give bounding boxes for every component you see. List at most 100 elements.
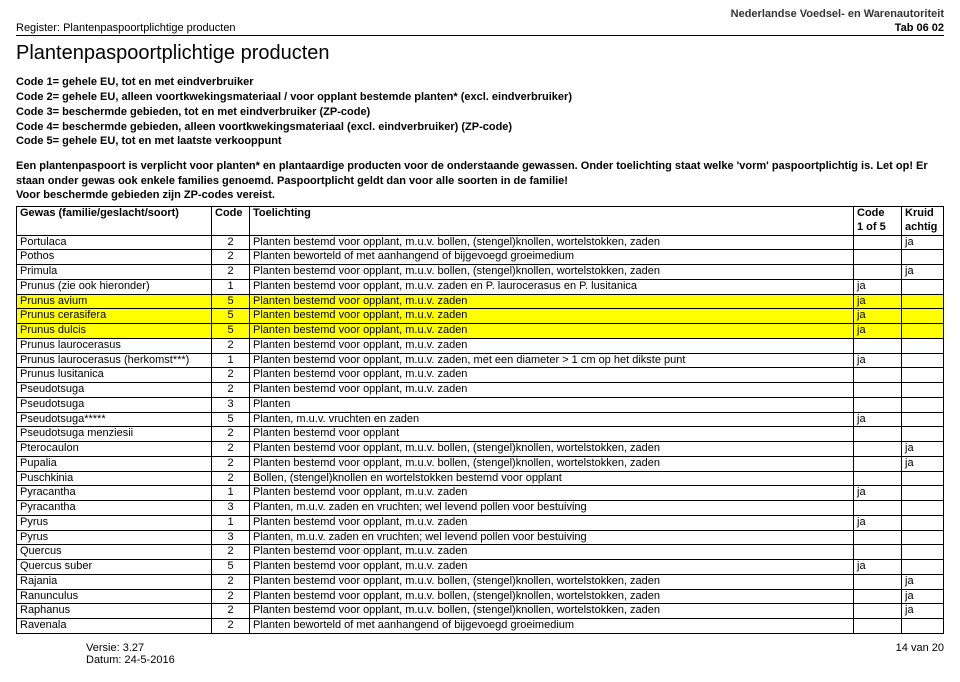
- code-line: Code 2= gehele EU, alleen voortkwekingsm…: [16, 90, 944, 105]
- cell-code: 2: [212, 589, 250, 604]
- page-number: 14 van 20: [896, 642, 944, 666]
- code-line: Code 5= gehele EU, tot en met laatste ve…: [16, 134, 944, 149]
- cell-toelichting: Planten bestemd voor opplant, m.u.v. zad…: [250, 545, 854, 560]
- cell-kruid: [902, 471, 944, 486]
- col-gewas: Gewas (familie/geslacht/soort): [17, 207, 212, 236]
- cell-kruid: [902, 294, 944, 309]
- cell-gewas: Pothos: [17, 250, 212, 265]
- cell-kruid: ja: [902, 265, 944, 280]
- table-row: Puschkinia2Bollen, (stengel)knollen en w…: [17, 471, 944, 486]
- table-row: Portulaca2Planten bestemd voor opplant, …: [17, 235, 944, 250]
- cell-code: 5: [212, 560, 250, 575]
- cell-toelichting: Planten bestemd voor opplant, m.u.v. bol…: [250, 574, 854, 589]
- cell-code: 2: [212, 427, 250, 442]
- version-label: Versie:: [86, 642, 120, 654]
- cell-code: 3: [212, 397, 250, 412]
- cell-code1of5: [854, 250, 902, 265]
- cell-kruid: ja: [902, 235, 944, 250]
- cell-gewas: Prunus cerasifera: [17, 309, 212, 324]
- cell-kruid: [902, 368, 944, 383]
- cell-gewas: Portulaca: [17, 235, 212, 250]
- table-row: Pseudotsuga3Planten: [17, 397, 944, 412]
- register-label: Register:: [16, 22, 60, 34]
- code-legend: Code 1= gehele EU, tot en met eindverbru…: [16, 75, 944, 149]
- cell-code1of5: ja: [854, 279, 902, 294]
- tab-number: Tab 06 02: [895, 22, 944, 34]
- table-row: Pseudotsuga menziesii2Planten bestemd vo…: [17, 427, 944, 442]
- cell-kruid: ja: [902, 456, 944, 471]
- page-footer: Versie: 3.27 Datum: 24-5-2016 14 van 20: [16, 642, 944, 666]
- table-row: Prunus (zie ook hieronder)1Planten beste…: [17, 279, 944, 294]
- cell-gewas: Primula: [17, 265, 212, 280]
- org-name: Nederlandse Voedsel- en Warenautoriteit: [731, 8, 944, 20]
- cell-kruid: [902, 383, 944, 398]
- cell-toelichting: Planten bestemd voor opplant, m.u.v. zad…: [250, 560, 854, 575]
- cell-kruid: [902, 309, 944, 324]
- table-row: Pyrus1Planten bestemd voor opplant, m.u.…: [17, 515, 944, 530]
- cell-gewas: Ravenala: [17, 619, 212, 634]
- cell-gewas: Pseudotsuga*****: [17, 412, 212, 427]
- explain-line: Voor beschermde gebieden zijn ZP-codes v…: [16, 188, 944, 202]
- cell-gewas: Pyracantha: [17, 501, 212, 516]
- cell-code1of5: ja: [854, 324, 902, 339]
- version-value: 3.27: [123, 642, 144, 654]
- cell-code1of5: [854, 545, 902, 560]
- cell-code1of5: [854, 397, 902, 412]
- cell-kruid: [902, 515, 944, 530]
- table-row: Primula2Planten bestemd voor opplant, m.…: [17, 265, 944, 280]
- cell-gewas: Quercus: [17, 545, 212, 560]
- table-row: Rajania2Planten bestemd voor opplant, m.…: [17, 574, 944, 589]
- cell-kruid: [902, 324, 944, 339]
- cell-kruid: [902, 486, 944, 501]
- cell-kruid: [902, 619, 944, 634]
- cell-kruid: [902, 545, 944, 560]
- top-bar: Nederlandse Voedsel- en Warenautoriteit: [16, 8, 944, 20]
- cell-code1of5: [854, 442, 902, 457]
- cell-gewas: Raphanus: [17, 604, 212, 619]
- table-row: Prunus laurocerasus2Planten bestemd voor…: [17, 338, 944, 353]
- cell-code: 3: [212, 501, 250, 516]
- table-header-row: Gewas (familie/geslacht/soort) Code Toel…: [17, 207, 944, 221]
- cell-code1of5: [854, 383, 902, 398]
- cell-toelichting: Planten bestemd voor opplant, m.u.v. zad…: [250, 324, 854, 339]
- cell-gewas: Pyrus: [17, 515, 212, 530]
- cell-code: 2: [212, 383, 250, 398]
- cell-toelichting: Planten bestemd voor opplant, m.u.v. zad…: [250, 338, 854, 353]
- cell-code: 2: [212, 619, 250, 634]
- table-row: Quercus2Planten bestemd voor opplant, m.…: [17, 545, 944, 560]
- table-row: Pterocaulon2Planten bestemd voor opplant…: [17, 442, 944, 457]
- cell-gewas: Rajania: [17, 574, 212, 589]
- cell-code1of5: ja: [854, 560, 902, 575]
- cell-code: 5: [212, 309, 250, 324]
- cell-code: 5: [212, 412, 250, 427]
- cell-code: 5: [212, 324, 250, 339]
- cell-gewas: Quercus suber: [17, 560, 212, 575]
- cell-gewas: Prunus dulcis: [17, 324, 212, 339]
- cell-code: 1: [212, 486, 250, 501]
- col-toelichting: Toelichting: [250, 207, 854, 236]
- cell-gewas: Puschkinia: [17, 471, 212, 486]
- cell-toelichting: Planten bestemd voor opplant, m.u.v. bol…: [250, 235, 854, 250]
- cell-code1of5: [854, 338, 902, 353]
- cell-kruid: [902, 412, 944, 427]
- cell-toelichting: Planten bestemd voor opplant, m.u.v. bol…: [250, 589, 854, 604]
- code-line: Code 1= gehele EU, tot en met eindverbru…: [16, 75, 944, 90]
- table-row: Pseudotsuga*****5Planten, m.u.v. vruchte…: [17, 412, 944, 427]
- cell-code: 2: [212, 545, 250, 560]
- cell-code1of5: [854, 368, 902, 383]
- cell-toelichting: Planten bestemd voor opplant, m.u.v. zad…: [250, 309, 854, 324]
- code-line: Code 3= beschermde gebieden, tot en met …: [16, 105, 944, 120]
- cell-code: 2: [212, 250, 250, 265]
- cell-code1of5: [854, 427, 902, 442]
- table-row: Ranunculus2Planten bestemd voor opplant,…: [17, 589, 944, 604]
- cell-kruid: ja: [902, 442, 944, 457]
- cell-toelichting: Planten bestemd voor opplant, m.u.v. zad…: [250, 368, 854, 383]
- cell-kruid: [902, 530, 944, 545]
- cell-code1of5: [854, 574, 902, 589]
- cell-kruid: [902, 353, 944, 368]
- table-row: Pyracantha1Planten bestemd voor opplant,…: [17, 486, 944, 501]
- col-code: Code: [212, 207, 250, 236]
- explain-line: Een plantenpaspoort is verplicht voor pl…: [16, 159, 944, 188]
- table-row: Pyracantha3Planten, m.u.v. zaden en vruc…: [17, 501, 944, 516]
- cell-code1of5: [854, 235, 902, 250]
